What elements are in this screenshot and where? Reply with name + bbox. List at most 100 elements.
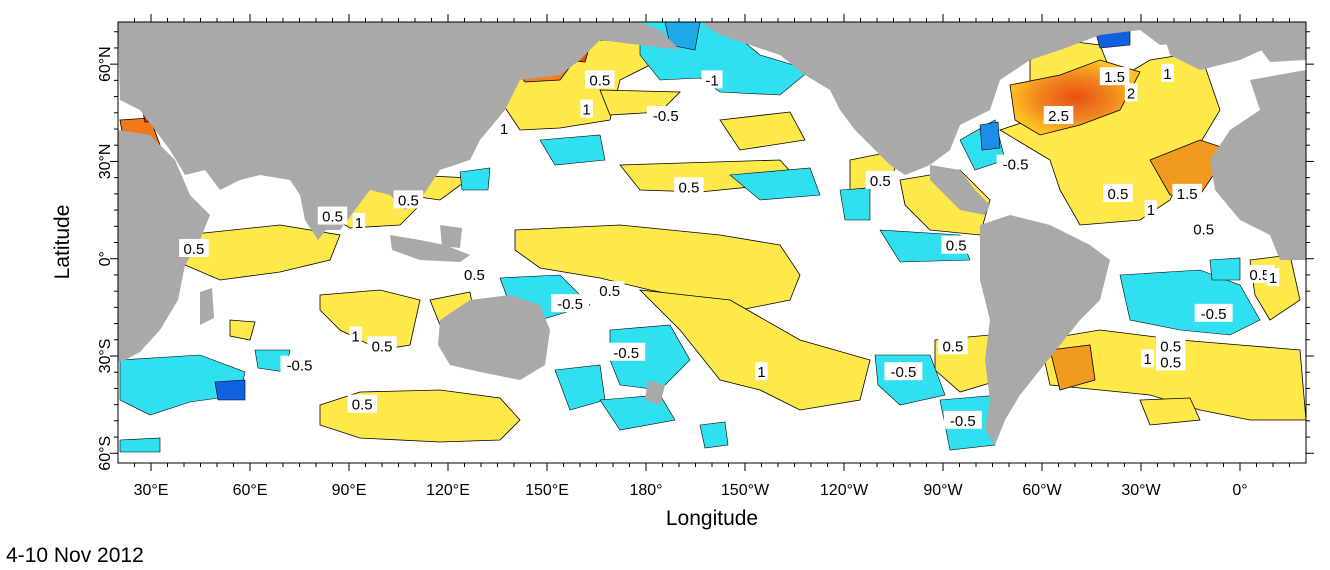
contour-label-text: 0.5: [870, 173, 891, 190]
contour-label: -1: [701, 70, 723, 89]
y-tick-label: 0°: [97, 251, 114, 266]
x-tick-label: 30°E: [134, 482, 169, 499]
contour-label-bg: [1161, 63, 1174, 82]
contour-label: 1: [497, 119, 511, 138]
x-tick-label: 180°: [629, 482, 662, 499]
contour-label: 0.5: [393, 190, 424, 209]
contour-label-bg: [646, 106, 685, 125]
contour-label-bg: [1144, 200, 1158, 219]
contour-label-bg: [1188, 219, 1219, 238]
contour-label-bg: [1141, 349, 1154, 368]
contour-label: 1: [1266, 268, 1280, 287]
contour-label-bg: [943, 410, 982, 429]
x-tick-label: 90°W: [923, 482, 963, 499]
contour-label: 0.5: [459, 264, 490, 284]
x-tick-label: 120°E: [426, 482, 470, 499]
contour-label: 1: [1144, 200, 1158, 219]
contour-label: 1.5: [1172, 183, 1202, 203]
contour-label-text: 1: [355, 215, 363, 232]
contour-label: 0.5: [674, 177, 704, 196]
contour-label-text: 0.5: [1160, 338, 1181, 355]
contour-label: 1: [580, 99, 593, 119]
contour-label-text: 0.5: [589, 72, 610, 89]
contour-label: 2.5: [1043, 106, 1074, 125]
y-tick-label: 30°S: [97, 339, 114, 374]
contour-label: 1: [349, 326, 362, 346]
contour-label-bg: [1155, 336, 1186, 355]
contour-label-bg: [347, 394, 377, 413]
y-tick-label: 30°N: [97, 144, 114, 180]
contour-label-text: 0.5: [1249, 267, 1270, 284]
x-tick-label: 150°E: [525, 482, 569, 499]
contour-label-text: 0.5: [322, 209, 343, 226]
contour-label-bg: [580, 99, 593, 118]
y-tick-label: 60°S: [97, 436, 114, 471]
contour-label-text: -0.5: [1003, 157, 1029, 174]
contour-label-text: -0.5: [1201, 306, 1227, 323]
contour-label: 0.5: [347, 394, 377, 414]
contour-label: 0.5: [1155, 336, 1186, 355]
contour-label: 1: [1141, 349, 1154, 368]
y-tick-label: 60°N: [97, 46, 114, 82]
contour-label-text: -0.5: [613, 345, 639, 362]
axis-ticks: 30°E 60°E 90°E 120°E 150°E 180° 150°W 120°W 90°W…: [97, 14, 1314, 499]
contour-label-text: 0.5: [352, 397, 373, 414]
contour-label: -0.5: [943, 410, 982, 430]
contour-label: -0.5: [996, 154, 1035, 174]
contour-label: 1.5: [1099, 67, 1130, 86]
contour-label: 0.5: [594, 281, 625, 300]
contour-label: 0.5: [1188, 219, 1219, 239]
contour-label: -0.5: [280, 355, 319, 375]
contour-label-bg: [1043, 106, 1074, 125]
contour-label: 0.5: [585, 70, 615, 89]
contour-label-text: -0.5: [557, 296, 583, 313]
date-caption: 4-10 Nov 2012: [6, 544, 144, 567]
contour-label-text: 0.5: [1160, 354, 1181, 371]
x-tick-label: 60°W: [1022, 482, 1062, 499]
contour-label-text: 1.5: [1177, 186, 1198, 203]
contour-label: 0.5: [367, 336, 397, 355]
contour-label: -0.5: [646, 106, 685, 125]
contour-label-text: 1.5: [1104, 69, 1125, 86]
contour-label-bg: [280, 355, 319, 374]
x-axis-label: Longitude: [666, 507, 758, 530]
contour-label-bg: [551, 294, 590, 313]
contour-label: -0.5: [607, 342, 646, 362]
contour-label-bg: [367, 336, 397, 355]
contour-label-bg: [1124, 83, 1138, 102]
contour-label: 0.5: [938, 336, 968, 355]
contour-label-bg: [459, 264, 490, 283]
contour-label-bg: [865, 170, 896, 189]
contour-label: 0.5: [1155, 352, 1186, 371]
contour-label-text: -0.5: [653, 108, 679, 125]
contour-label: -0.5: [884, 362, 923, 381]
x-tick-label: 0°: [1232, 482, 1247, 499]
contour-label-text: 0.5: [464, 267, 485, 284]
contour-label-text: 1: [757, 364, 765, 381]
contour-label: 0.5: [317, 206, 348, 226]
contour-label-bg: [938, 336, 968, 355]
contour-label-bg: [674, 177, 704, 196]
contour-label-text: -1: [705, 72, 718, 89]
contour-label-text: -0.5: [950, 413, 976, 430]
contour-label-bg: [179, 238, 209, 257]
x-tick-label: 30°W: [1121, 482, 1161, 499]
contour-label: 1: [352, 213, 366, 232]
x-tick-label: 90°E: [332, 482, 367, 499]
contour-label-bg: [884, 362, 923, 381]
contour-label: 0.5: [179, 238, 209, 258]
contour-label-bg: [996, 154, 1035, 173]
contour-label-bg: [941, 235, 971, 254]
contour-label-text: 2: [1127, 85, 1135, 102]
contour-label: 2: [1124, 83, 1138, 102]
contour-label-text: 0.5: [398, 192, 419, 209]
contour-label-bg: [317, 206, 348, 225]
contour-label-bg: [755, 362, 768, 381]
contour-label-bg: [1172, 183, 1202, 202]
contour-label-bg: [1266, 268, 1280, 287]
contour-label-text: 1: [1163, 66, 1171, 83]
x-tick-label: 120°W: [820, 482, 869, 499]
contour-label-text: 1: [351, 329, 359, 346]
contour-label-text: 0.5: [372, 338, 393, 355]
